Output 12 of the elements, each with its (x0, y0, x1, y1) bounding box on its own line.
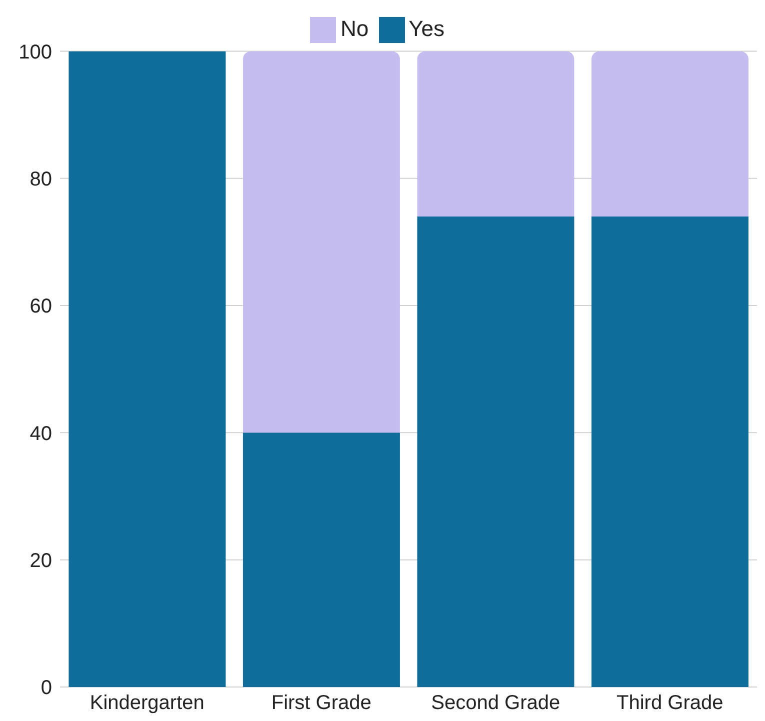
y-tick-label: 40 (30, 422, 52, 445)
x-tick-label: Second Grade (431, 692, 560, 714)
x-tick-label: Third Grade (616, 692, 724, 714)
y-tick-label: 20 (30, 550, 52, 572)
y-tick-label: 100 (18, 41, 52, 64)
x-tick-label: Kindergarten (90, 692, 204, 714)
y-tick-label: 60 (30, 296, 52, 318)
legend-label: Yes (408, 16, 444, 41)
legend-label: No (340, 16, 369, 41)
y-tick-label: 0 (40, 677, 52, 700)
y-tick-label: 80 (30, 168, 52, 190)
x-tick-label: First Grade (271, 692, 372, 714)
